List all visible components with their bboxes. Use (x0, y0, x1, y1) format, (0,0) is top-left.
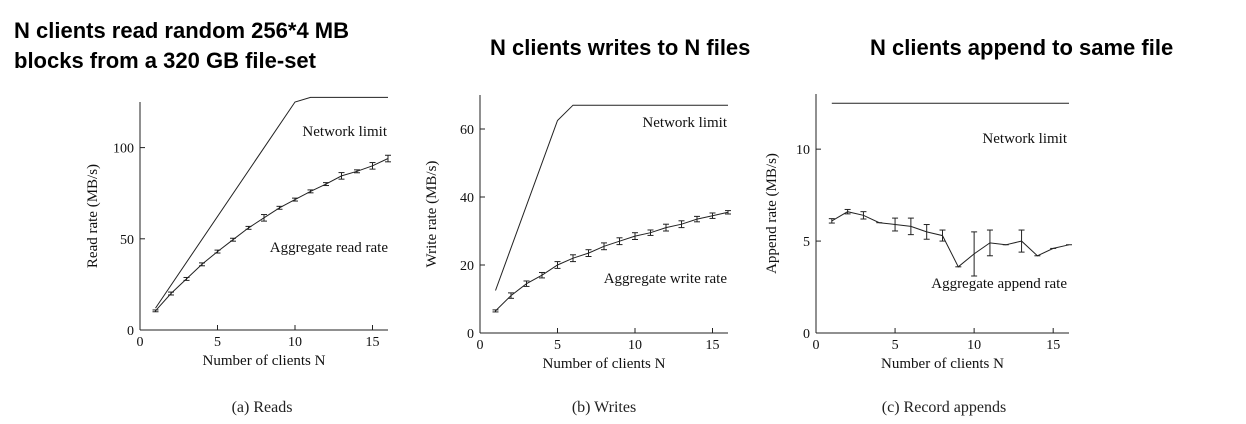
chart-b-y-tick-label: 20 (460, 259, 474, 274)
chart-a-series-aggregate-label: Aggregate read rate (270, 240, 389, 256)
chart-a-x-tick-label: 0 (137, 335, 144, 350)
chart-a-heading-line-1: N clients read random 256*4 MB (14, 18, 350, 43)
chart-c-x-tick-label: 10 (967, 338, 981, 353)
chart-b-caption: (b) Writes (572, 399, 636, 416)
chart-c-series-network-limit-label: Network limit (982, 131, 1067, 147)
chart-a-heading: N clients read random 256*4 MB blocks fr… (14, 16, 349, 76)
chart-b-series-network-limit-label: Network limit (642, 115, 727, 131)
chart-b-y-tick-label: 40 (460, 191, 474, 206)
chart-a-y-axis-label: Read rate (MB/s) (85, 164, 101, 268)
chart-c-heading: N clients append to same file (870, 35, 1174, 60)
chart-c-y-axis-label: Append rate (MB/s) (764, 153, 780, 274)
chart-c-x-tick-label: 15 (1046, 338, 1060, 353)
chart-c-x-tick-label: 5 (892, 338, 899, 353)
chart-b-x-tick-label: 5 (554, 338, 561, 353)
chart-a-x-axis-label: Number of clients N (203, 353, 326, 369)
chart-a-y-tick-label: 50 (120, 233, 134, 248)
chart-c-x-axis-label: Number of clients N (881, 356, 1004, 372)
chart-a-x-tick-label: 10 (288, 335, 302, 350)
chart-c-caption: (c) Record appends (882, 399, 1006, 416)
chart-a-series-aggregate-line (155, 158, 389, 312)
chart-b: 0 5 10 15 0 20 40 60 Number of clients N Write ra… (424, 95, 731, 416)
chart-a-y-tick-label: 100 (113, 142, 134, 157)
chart-b-series-aggregate-label: Aggregate write rate (604, 271, 728, 287)
chart-a-x-tick-label: 15 (366, 335, 380, 350)
chart-c-x-tick-label: 0 (813, 338, 820, 353)
chart-b-x-tick-label: 15 (706, 338, 720, 353)
chart-a-heading-line-2: blocks from a 320 GB file-set (14, 48, 316, 73)
chart-b-heading: N clients writes to N files (490, 35, 751, 60)
chart-b-y-axis-label: Write rate (MB/s) (424, 161, 440, 268)
chart-a-y-tick-label: 0 (127, 324, 134, 339)
chart-b-x-axis-label: Number of clients N (543, 356, 666, 372)
chart-b-series-network-limit-line (495, 104, 728, 291)
chart-a-caption: (a) Reads (232, 399, 293, 416)
chart-a: 0 5 10 15 0 50 100 Number of clients N Read rate… (85, 96, 391, 416)
chart-b-series-aggregate-line (495, 211, 729, 312)
chart-b-y-tick-label: 0 (467, 327, 474, 342)
chart-b-y-tick-label: 60 (460, 123, 474, 138)
chart-c-y-tick-label: 0 (803, 327, 810, 342)
chart-a-series-network-limit-line (155, 96, 388, 309)
chart-c-series-aggregate-line (831, 211, 1070, 268)
chart-c: 0 5 10 15 0 5 10 Number of clients N Append rate… (764, 94, 1072, 416)
chart-c-series-aggregate-label: Aggregate append rate (931, 276, 1067, 292)
chart-a-x-tick-label: 5 (214, 335, 221, 350)
chart-c-y-tick-label: 5 (803, 235, 810, 250)
chart-c-y-tick-label: 10 (796, 143, 810, 158)
chart-b-x-tick-label: 10 (628, 338, 642, 353)
chart-a-series-network-limit-label: Network limit (302, 124, 387, 140)
chart-b-x-tick-label: 0 (477, 338, 484, 353)
